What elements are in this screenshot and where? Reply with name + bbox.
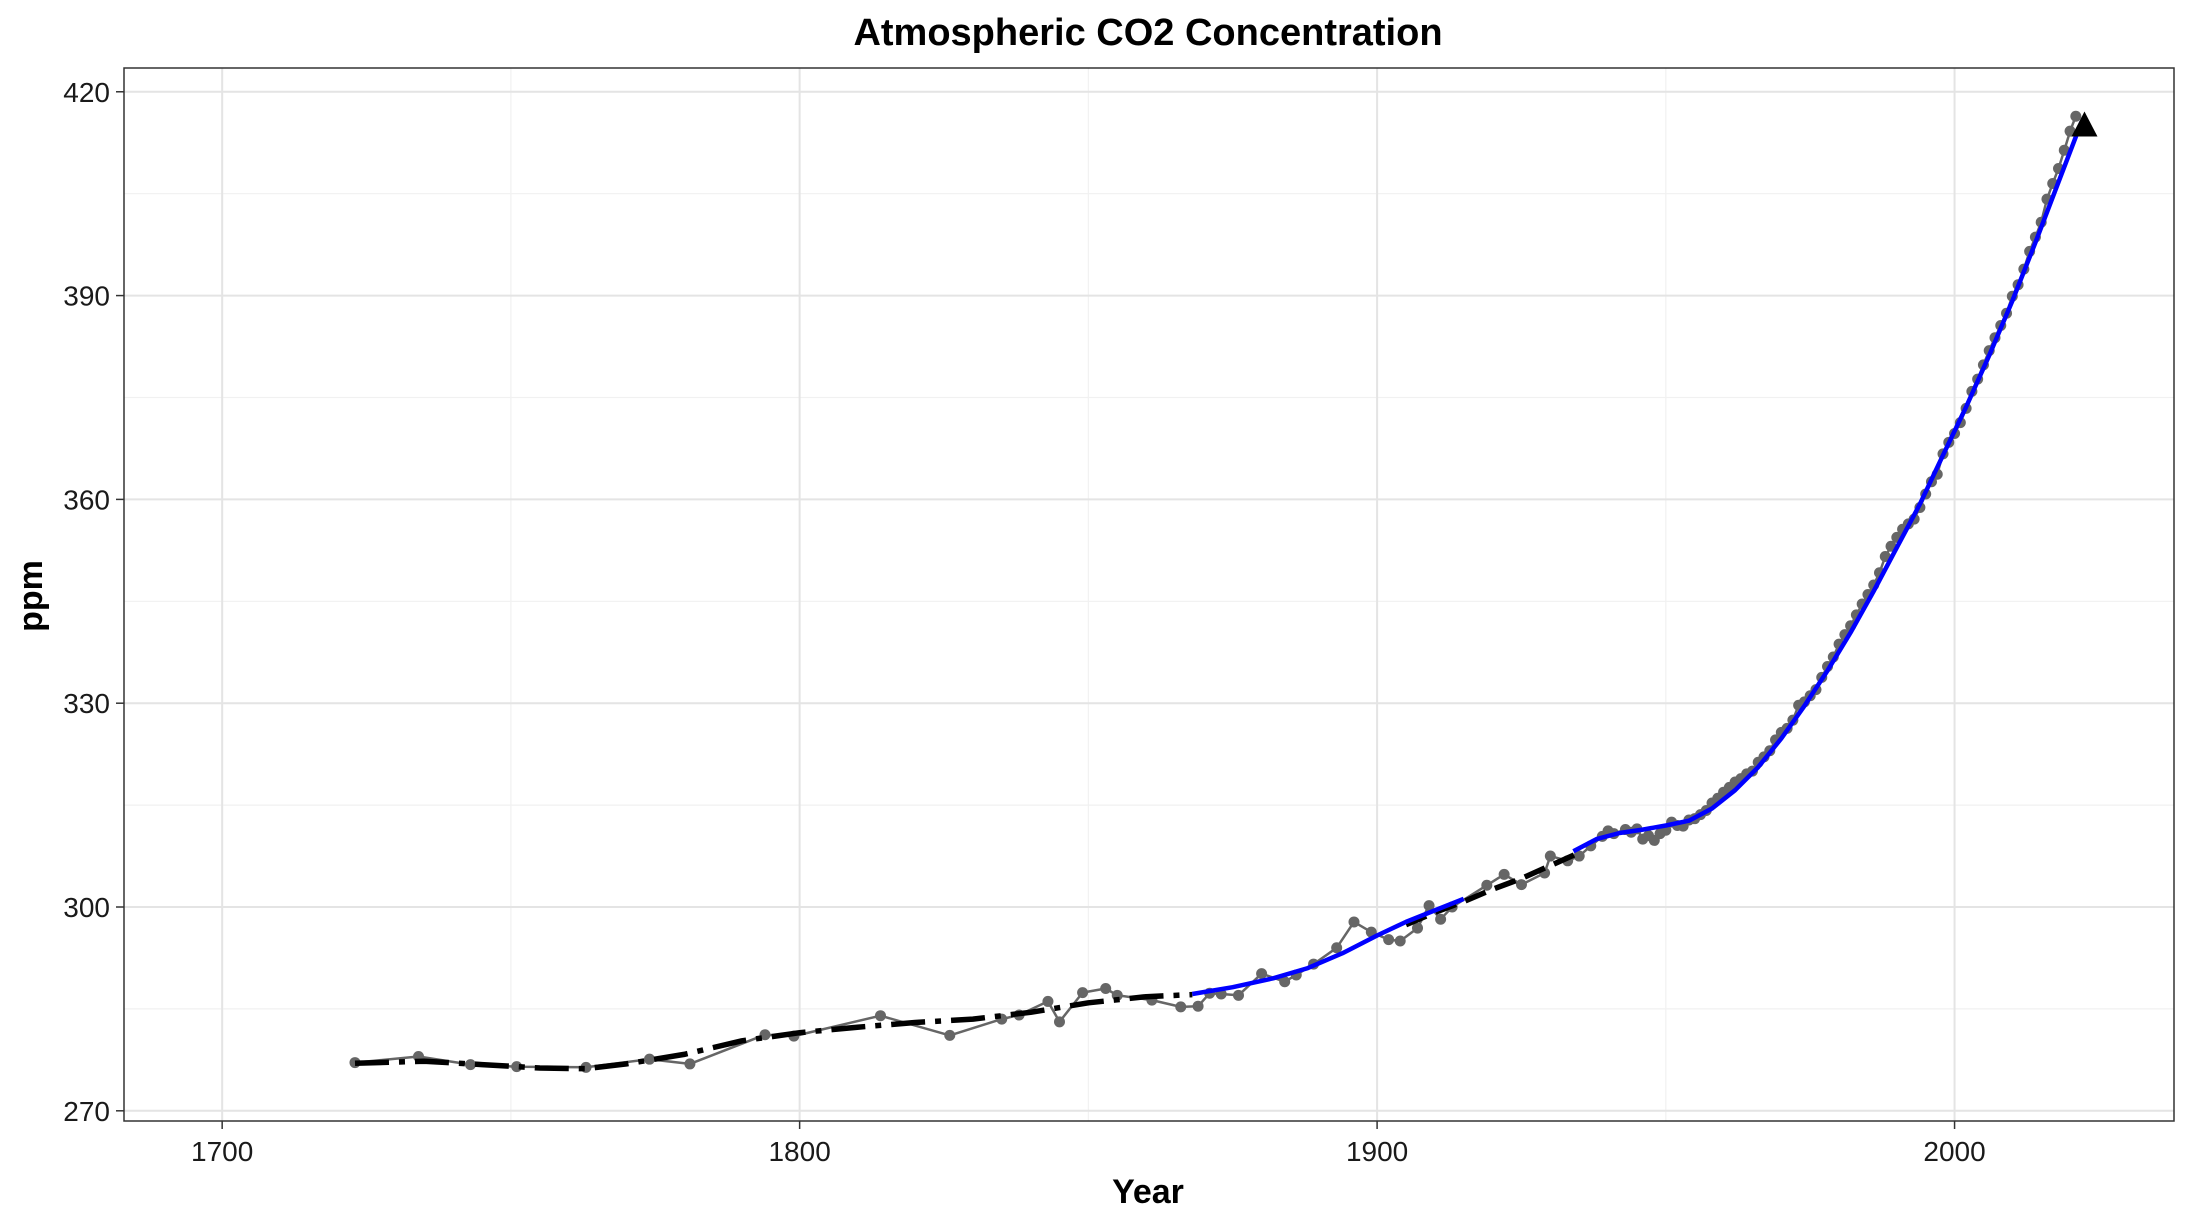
observation-point <box>1077 987 1089 999</box>
x-tick-label: 1800 <box>768 1136 830 1167</box>
observation-point <box>759 1029 771 1041</box>
observation-point <box>1279 976 1291 988</box>
observation-point <box>643 1053 655 1065</box>
observation-point <box>1331 942 1343 954</box>
grid-major-lines <box>124 68 2174 1121</box>
observation-point <box>1544 850 1556 862</box>
observation-point <box>1481 879 1493 891</box>
y-tick-label: 420 <box>63 77 110 108</box>
plot-panel-border <box>123 67 2175 1122</box>
observation-point <box>1175 1001 1187 1013</box>
x-axis-title: Year <box>1112 1173 1184 1211</box>
y-tick-label: 390 <box>63 281 110 312</box>
observation-point <box>1348 916 1360 928</box>
observation-point <box>944 1029 956 1041</box>
observation-point <box>684 1058 696 1070</box>
historic-trend-line <box>354 991 1193 1072</box>
x-tick-label: 1700 <box>191 1136 253 1167</box>
chart-title: Atmospheric CO2 Concentration <box>853 12 1442 54</box>
observation-point <box>2058 144 2070 156</box>
series-layer <box>349 110 2098 1073</box>
y-axis-title: ppm <box>12 560 50 632</box>
modern-trend-line <box>1191 896 1465 997</box>
observation-point <box>1573 850 1585 862</box>
observation-point <box>1394 935 1406 947</box>
observation-point <box>464 1059 476 1071</box>
trend-arrow-head <box>2071 111 2098 137</box>
grid-minor-lines <box>124 68 2174 1121</box>
observation-point <box>1042 995 1054 1007</box>
observation-point <box>1233 989 1245 1001</box>
observation-point <box>2070 110 2082 122</box>
y-tick-label: 330 <box>63 688 110 719</box>
observation-point <box>1383 934 1395 946</box>
observation-point <box>874 1010 886 1022</box>
observation-point <box>1192 1000 1204 1012</box>
observation-point <box>1412 922 1424 934</box>
observation-point <box>1423 900 1435 912</box>
observation-point <box>1100 983 1112 995</box>
observation-point <box>1515 879 1527 891</box>
observation-point <box>1053 1016 1065 1028</box>
modern-trend-line <box>1572 120 2084 854</box>
y-tick-label: 270 <box>63 1096 110 1127</box>
observation-point <box>1498 868 1510 880</box>
x-axis: 1700 1800 1900 2000 <box>191 1121 1986 1167</box>
y-tick-label: 300 <box>63 892 110 923</box>
y-axis: 270 300 330 360 390 420 <box>63 77 124 1127</box>
observation-line <box>354 115 2077 1069</box>
observation-point <box>1256 968 1268 980</box>
y-tick-label: 360 <box>63 484 110 515</box>
x-tick-label: 1900 <box>1346 1136 1408 1167</box>
x-tick-label: 2000 <box>1923 1136 1985 1167</box>
observation-point <box>1435 913 1447 925</box>
observation-point <box>1879 550 1891 562</box>
observation-point <box>2064 125 2076 137</box>
